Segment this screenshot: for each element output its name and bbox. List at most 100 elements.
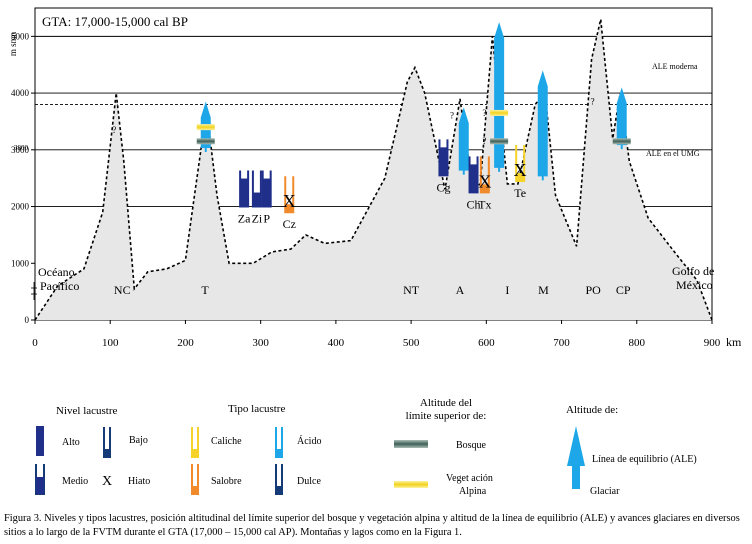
legend-limit-title-2: límite superior de: [406, 410, 487, 422]
legend: Nivel lacustre Alto Bajo Medio X Hiato T… [35, 397, 697, 497]
x-axis-unit: km [726, 335, 742, 349]
y-tick-label-2000: 2000 [11, 202, 30, 212]
ocean-label-line-2: Pacífico [40, 279, 79, 293]
mountain-label-cp: CP [616, 283, 631, 297]
glacier-stem-M [541, 158, 544, 181]
lake-cz-fill [285, 204, 294, 213]
y-axis-label: m snm [8, 32, 18, 56]
legend-salobre: Salobre [211, 476, 242, 487]
x-tick-label-200: 200 [177, 337, 194, 349]
legend-ale: Línea de equilibrio (ALE) [592, 454, 697, 465]
mountain-label-nc: NC [114, 283, 131, 297]
x-tick-label-800: 800 [629, 337, 646, 349]
legend-alto: Alto [62, 437, 80, 448]
ale-moderna-label: ALE moderna [652, 62, 698, 71]
terrain-fill [35, 19, 712, 321]
chart-marks: X X X [196, 22, 631, 214]
y-tick-label-1000: 1000 [11, 258, 30, 268]
question-mark-1: ? [112, 125, 116, 135]
legend-acido: Ácido [297, 435, 321, 447]
lake-tx-hiatus: X [478, 171, 491, 191]
question-mark-2: ? [450, 111, 454, 121]
legend-dulce-icon [276, 486, 282, 494]
x-tick-label-500: 500 [403, 337, 420, 349]
lake-za-fill [240, 178, 249, 207]
y-tick-label-4000: 4000 [11, 88, 30, 98]
lake-cz-hiatus: X [283, 191, 296, 211]
legend-alto-icon [36, 426, 44, 456]
lake-te-fill [516, 173, 525, 182]
legend-hiato: Hiato [128, 476, 150, 487]
gulf-label-line-2: México [676, 278, 713, 292]
legend-medio: Medio [62, 476, 88, 487]
y-tick-label-5000: 5000 [11, 31, 30, 41]
x-tick-label-300: 300 [252, 337, 269, 349]
gulf-label: Golfo de México [672, 264, 714, 292]
y-tick-label-3000: 3000 [11, 145, 30, 155]
y-tick-label-0: 0 [25, 315, 30, 325]
x-tick-label-700: 700 [553, 337, 570, 349]
lake-p-fill [262, 178, 271, 207]
legend-altitude-title: Altitude de: [566, 404, 618, 416]
y-tick-3800: 3800 [14, 144, 29, 152]
lake-te-hiatus: X [514, 160, 527, 180]
glacier-stem-I [498, 149, 501, 172]
legend-caliche-icon [192, 449, 198, 457]
x-tick-label-600: 600 [478, 337, 495, 349]
ocean-label-line-1: Océano [38, 265, 75, 279]
lake-zi-fill [252, 192, 261, 207]
legend-alpine-line-1: Veget ación [446, 473, 493, 484]
legend-level: Nivel lacustre Alto Bajo Medio X Hiato [35, 405, 150, 495]
mountain-label-po: PO [585, 283, 601, 297]
ocean-label: Océano Pacífico [38, 265, 79, 293]
alpine-line-I [490, 109, 509, 116]
lake-label-tx: Tx [478, 197, 491, 211]
lake-tx-outline [479, 156, 490, 194]
glacier-A [458, 107, 469, 171]
mountain-label-i: I [505, 283, 509, 297]
legend-caliche: Caliche [211, 436, 242, 447]
legend-type: Tipo lacustre Caliche Ácido Salobre Dulc… [191, 403, 321, 495]
legend-dulce: Dulce [297, 476, 321, 487]
treeline-T [196, 138, 215, 145]
mountain-label-t: T [201, 283, 209, 297]
chart-area: 0 100 200 300 400 500 600 700 800 900 0 1000 2000 300… [11, 7, 721, 349]
legend-level-title: Nivel lacustre [56, 405, 118, 417]
mountain-label-m: M [538, 283, 549, 297]
treeline-CP [612, 138, 631, 145]
legend-limit-title-1: Altitude del [420, 397, 472, 409]
legend-bosque: Bosque [456, 440, 487, 451]
legend-alpine-line-2: Alpina [459, 486, 487, 497]
lake-tx-fill [480, 184, 489, 193]
glacier-arrow-icon [567, 426, 585, 489]
glacier-I [494, 22, 505, 168]
legend-altitude-limit: Altitude del límite superior de: Bosque … [394, 397, 493, 497]
x-tick-label-100: 100 [102, 337, 119, 349]
ale-umg-label: ALE en el UMG [646, 149, 700, 158]
lake-label-za: Za [238, 212, 251, 226]
x-tick-label-0: 0 [32, 337, 38, 349]
x-tick-label-400: 400 [328, 337, 345, 349]
lake-label-zi: Zi [252, 212, 263, 226]
lake-ch-fill [469, 164, 478, 193]
glacier-CP [616, 87, 627, 146]
lake-label-ch: Ch [467, 197, 481, 211]
legend-salobre-icon [192, 486, 198, 494]
legend-glaciar: Glaciar [590, 486, 620, 497]
lake-label-cg: Cg [436, 180, 450, 194]
axes: 0 100 200 300 400 500 600 700 800 900 0 1000 2000 300… [11, 31, 721, 349]
legend-bosque-icon [394, 440, 428, 448]
legend-altitude-de: Altitude de: Línea de equilibrio (ALE) G… [566, 404, 697, 497]
legend-bajo: Bajo [129, 435, 148, 446]
lake-label-te: Te [514, 186, 526, 200]
legend-acido-icon [276, 449, 282, 457]
lake-label-p: P [263, 212, 270, 226]
legend-type-title: Tipo lacustre [228, 403, 285, 415]
legend-alpine-icon [394, 481, 428, 488]
chart-title: GTA: 17,000-15,000 cal BP [42, 14, 188, 29]
terrain-outline [34, 19, 713, 321]
alpine-line-T [196, 124, 215, 131]
legend-medio-icon [36, 477, 44, 494]
mountain-label-a: A [456, 283, 465, 297]
x-tick-label-900: 900 [704, 337, 721, 349]
